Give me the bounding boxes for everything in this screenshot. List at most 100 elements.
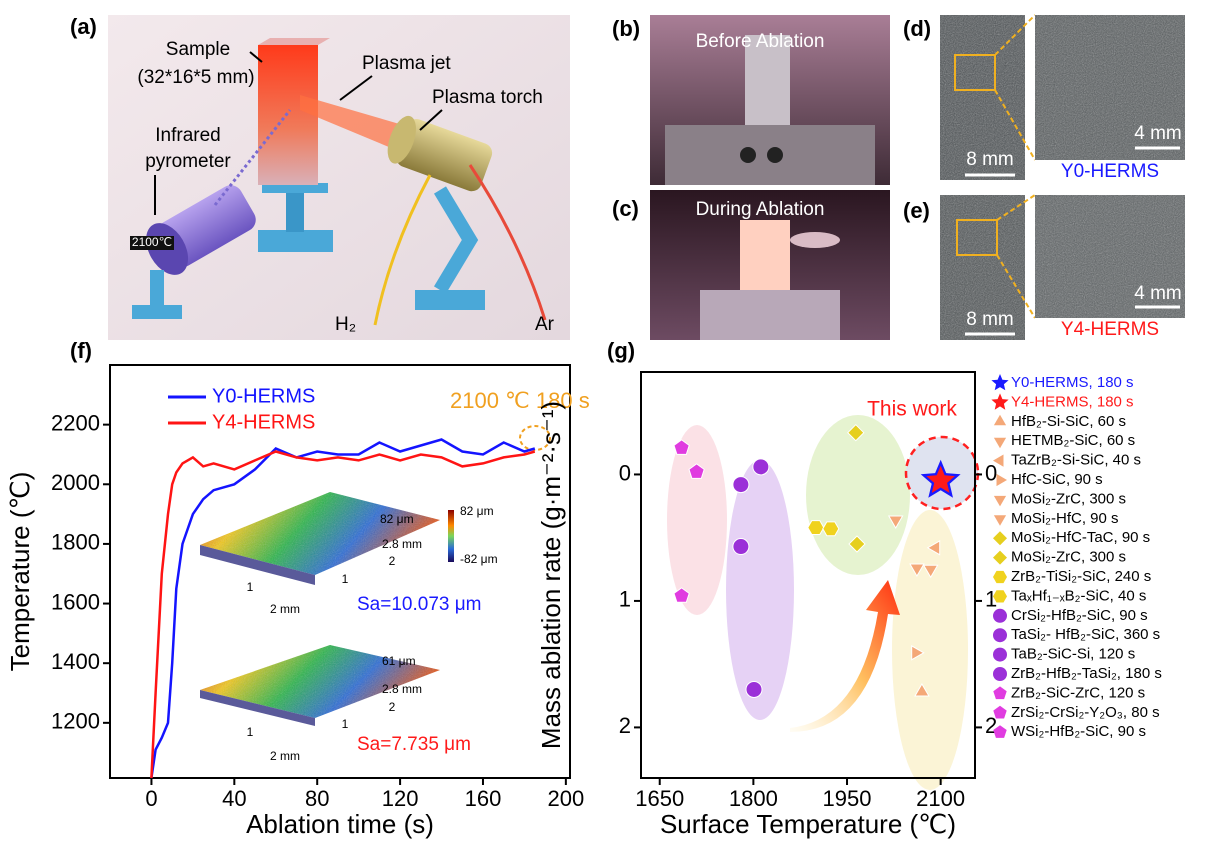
annotation: 2.8 mm	[382, 537, 422, 551]
annotation: 2.8 mm	[382, 682, 422, 696]
plasma	[790, 232, 840, 248]
legend-label: TaSi₂- HfB₂-SiC, 360 s	[1011, 626, 1160, 643]
sample-top	[258, 38, 330, 45]
data-point	[746, 681, 762, 697]
annotation: 1	[247, 725, 254, 739]
annotation: 2	[389, 554, 396, 568]
legend-marker	[994, 438, 1006, 449]
annotation: Sa=7.735 μm	[357, 734, 471, 755]
label: Infrared	[155, 125, 220, 146]
sample-name: Y4-HERMS	[1061, 319, 1159, 340]
stand	[132, 305, 182, 319]
stand	[258, 230, 333, 252]
panel-label: (a)	[70, 14, 97, 39]
legend-marker	[993, 571, 1007, 583]
legend-marker	[993, 667, 1007, 681]
legend-label: MoSi₂-HfC-TaC, 90 s	[1011, 529, 1150, 546]
legend-label: HETMB₂-SiC, 60 s	[1011, 432, 1135, 449]
y-tick-label: 1600	[51, 589, 100, 614]
legend-marker	[993, 686, 1006, 699]
figure: (a) 2100℃ Sample (32*16*5 mm) Plasma jet…	[0, 0, 1207, 839]
scale-label: 4 mm	[1134, 123, 1182, 144]
annotation: 1	[342, 572, 349, 586]
legend-marker	[993, 551, 1007, 565]
annotation: 61 μm	[382, 654, 416, 668]
panel-label: (f)	[70, 338, 92, 363]
annotation: 1	[247, 580, 254, 594]
legend-label: HfC-SiC, 90 s	[1011, 471, 1103, 488]
cluster-region	[667, 425, 727, 615]
legend-label: WSi₂-HfB₂-SiC, 90 s	[1011, 723, 1146, 740]
data-point	[823, 522, 839, 536]
x-tick-label: 80	[305, 786, 329, 811]
y-tick-label: 1800	[51, 530, 100, 555]
label: H₂	[335, 314, 356, 335]
display-text: 2100℃	[132, 235, 172, 249]
legend-label: TaB₂-SiC-Si, 120 s	[1011, 646, 1135, 663]
y-tick-label: 1200	[51, 709, 100, 734]
schematic-background	[108, 15, 570, 340]
legend-marker	[997, 474, 1008, 486]
scale-label: 8 mm	[966, 309, 1014, 330]
x-tick-label: 0	[145, 786, 157, 811]
scale-label: 8 mm	[966, 149, 1014, 170]
legend-label: Y0-HERMS, 180 s	[1011, 374, 1134, 391]
y-tick-label: 1400	[51, 649, 100, 674]
legend-marker	[991, 393, 1008, 409]
cluster-region	[892, 510, 968, 790]
legend-marker	[991, 374, 1008, 390]
label: (32*16*5 mm)	[137, 67, 254, 88]
caption: During Ablation	[696, 199, 825, 220]
legend-label: MoSi₂-HfC, 90 s	[1011, 510, 1119, 527]
stand	[286, 190, 304, 232]
annotation: -82 μm	[460, 552, 498, 566]
legend-label: ZrB₂-SiC-ZrC, 120 s	[1011, 684, 1145, 701]
legend-marker	[993, 531, 1007, 545]
stand	[150, 270, 164, 310]
panel-label: (b)	[612, 16, 640, 41]
legend-label: ZrB₂-HfB₂-TaSi₂, 180 s	[1011, 665, 1162, 682]
annotation: 2	[389, 700, 396, 714]
annotation: Sa=10.073 μm	[357, 594, 482, 615]
page: {"panels": { "a": {"label": "(a)", "samp…	[0, 0, 1207, 839]
x-tick-label: 2100	[916, 786, 965, 811]
label: Plasma jet	[362, 53, 451, 74]
panel-label: (g)	[607, 338, 635, 363]
legend-label: ZrSi₂-CrSi₂-Y₂O₃, 80 s	[1011, 704, 1160, 721]
legend-marker	[994, 415, 1006, 426]
legend-marker	[994, 496, 1006, 507]
x-axis-label: Ablation time (s)	[246, 809, 434, 839]
annotation: 82 μm	[380, 512, 414, 526]
x-axis-label: Surface Temperature (℃)	[660, 809, 956, 839]
legend-label: Y4-HERMS, 180 s	[1011, 393, 1134, 410]
data-point	[733, 477, 749, 493]
x-tick-label: 200	[547, 786, 584, 811]
legend-label: TaₓHf₁₋ₓB₂-SiC, 40 s	[1011, 587, 1146, 604]
label: Sample	[166, 39, 230, 60]
glowing-sample	[740, 220, 790, 290]
y-tick-label: 2200	[51, 410, 100, 435]
y-tick-label: 1	[619, 587, 631, 612]
cluster-region	[726, 460, 794, 720]
bolt	[740, 147, 756, 163]
sample-name: Y0-HERMS	[1061, 161, 1159, 182]
scale-label: 4 mm	[1134, 283, 1182, 304]
label: Plasma torch	[432, 87, 543, 108]
caption: Before Ablation	[696, 31, 825, 52]
data-point	[733, 539, 749, 555]
legend-label: ZrB₂-TiSi₂-SiC, 240 s	[1011, 568, 1151, 585]
bolt	[767, 147, 783, 163]
data-point	[808, 521, 824, 535]
y-axis-label: Temperature (℃)	[5, 472, 35, 672]
colorbar	[448, 510, 454, 562]
panel-label: (c)	[612, 196, 639, 221]
legend-marker	[993, 609, 1007, 623]
annotation: 2 mm	[270, 602, 300, 616]
x-tick-label: 1950	[823, 786, 872, 811]
fixture	[700, 290, 840, 340]
legend-label: HfB₂-Si-SiC, 60 s	[1011, 413, 1126, 430]
legend-label: TaZrB₂-Si-SiC, 40 s	[1011, 452, 1141, 469]
legend-label: MoSi₂-ZrC, 300 s	[1011, 490, 1126, 507]
legend-marker	[994, 515, 1006, 526]
legend-marker	[993, 706, 1006, 719]
